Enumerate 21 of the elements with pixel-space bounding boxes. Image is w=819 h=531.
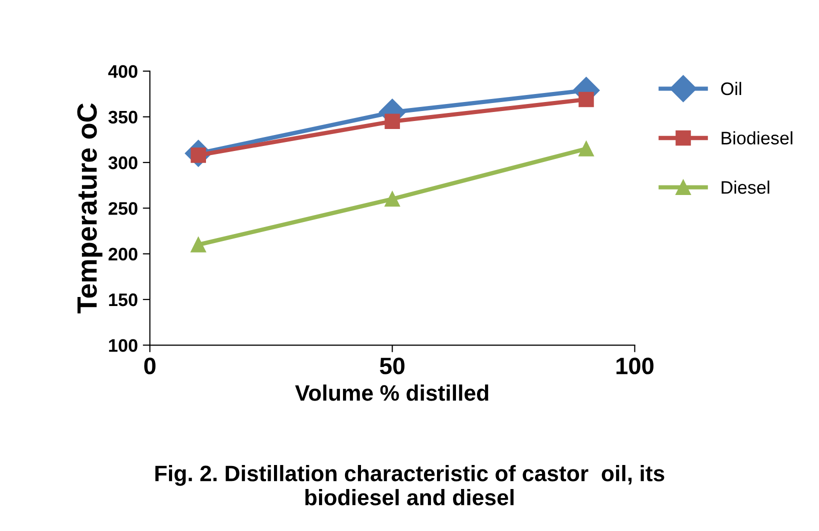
point	[384, 114, 400, 130]
legend-label: Oil	[721, 82, 742, 96]
x-axis-title: Volume % distilled	[295, 384, 488, 401]
x-tick-label: 100	[616, 358, 654, 374]
y-tick-label: 250	[108, 202, 138, 215]
y-tick-label: 400	[108, 65, 138, 78]
text: Fig. 2. Distillation characteristic of castor oil, its biodiesel and diesel	[155, 465, 664, 506]
y-tick-label: 150	[109, 293, 138, 306]
point	[384, 191, 400, 207]
x-tick-label: 0	[144, 358, 156, 374]
x-tick-label: 50	[380, 358, 404, 374]
y-tick-label: 200	[108, 248, 138, 261]
y-tick-label: 300	[108, 156, 138, 170]
point	[578, 92, 594, 108]
legend-label: Diesel	[722, 180, 770, 194]
legend-label: Biodiesel	[722, 131, 792, 144]
y-axis-title: Temperature oC	[77, 103, 102, 314]
point	[190, 237, 206, 252]
point	[578, 141, 594, 156]
y-tick-label: 100	[109, 339, 138, 352]
y-tick-label: 350	[108, 110, 138, 124]
